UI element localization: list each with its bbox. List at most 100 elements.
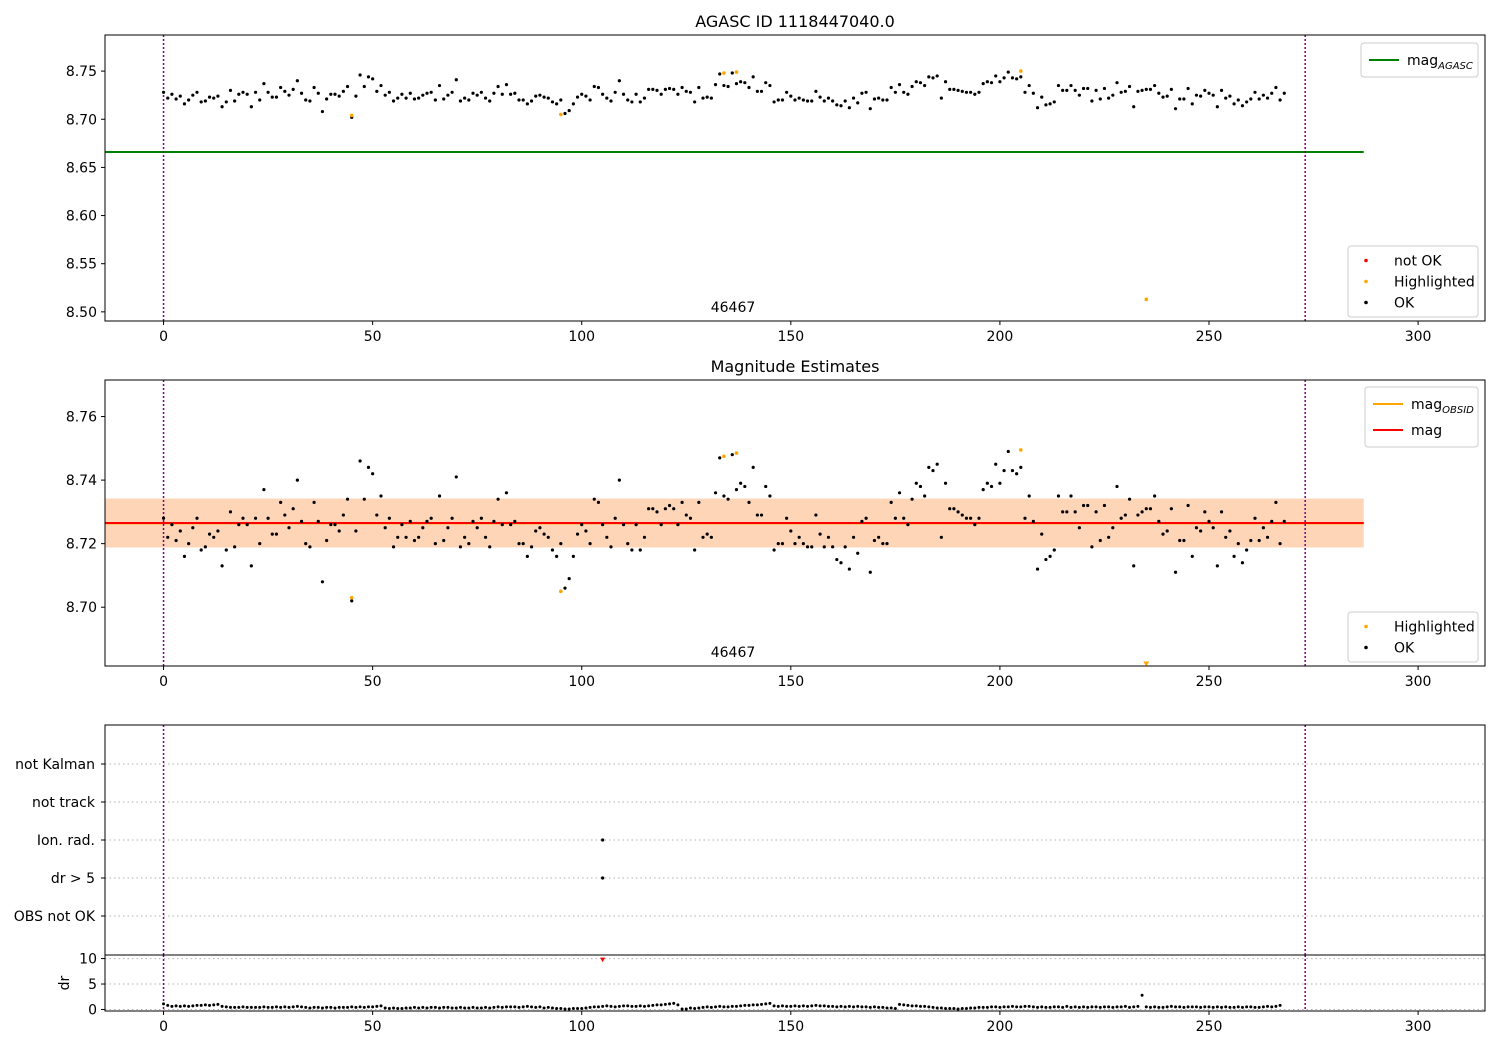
ok-point bbox=[237, 1005, 241, 1009]
ok-point bbox=[1035, 567, 1040, 571]
ok-point bbox=[831, 545, 835, 549]
ok-point bbox=[964, 516, 969, 520]
ok-point bbox=[329, 522, 333, 527]
ok-point bbox=[985, 80, 989, 84]
ok-point bbox=[697, 500, 701, 504]
ok-point bbox=[375, 513, 379, 517]
panel-agasc-title: AGASC ID 1118447040.0 bbox=[695, 12, 895, 31]
ok-point bbox=[567, 108, 571, 113]
ok-point bbox=[1203, 1005, 1207, 1009]
ok-point bbox=[1240, 561, 1245, 565]
ok-point bbox=[182, 554, 187, 558]
ok-point bbox=[981, 488, 985, 492]
ok-point bbox=[810, 99, 814, 103]
x-tick-label: 150 bbox=[777, 329, 804, 345]
ok-point bbox=[299, 91, 304, 95]
ok-point bbox=[943, 80, 948, 84]
panel-agasc-obsid-label: 46467 bbox=[711, 300, 756, 316]
ok-point bbox=[1081, 86, 1086, 91]
ok-point bbox=[555, 102, 559, 106]
ok-point bbox=[1224, 1005, 1228, 1009]
ok-point bbox=[693, 100, 697, 104]
ok-point bbox=[1040, 532, 1044, 536]
ok-point bbox=[1052, 1005, 1056, 1009]
ok-point bbox=[249, 1005, 253, 1009]
y-tick-label: 8.75 bbox=[66, 64, 97, 80]
ok-point bbox=[826, 535, 831, 539]
ok-point bbox=[918, 1004, 922, 1008]
ok-point bbox=[241, 1005, 245, 1009]
ok-point bbox=[174, 1004, 178, 1008]
ok-point bbox=[672, 1001, 676, 1005]
legend-upper-label: mag bbox=[1411, 423, 1442, 439]
ok-point bbox=[1010, 76, 1015, 80]
ok-point bbox=[191, 526, 195, 530]
ok-point bbox=[550, 1006, 554, 1010]
ok-point bbox=[751, 75, 755, 79]
ok-point bbox=[584, 1006, 588, 1010]
ok-point bbox=[375, 89, 379, 93]
ok-point bbox=[1107, 96, 1111, 100]
ok-point bbox=[764, 484, 768, 489]
ok-point bbox=[760, 1002, 764, 1006]
ok-point bbox=[1186, 503, 1190, 508]
ok-point bbox=[764, 81, 768, 85]
ok-point bbox=[438, 1006, 442, 1010]
ok-point bbox=[718, 1004, 722, 1008]
ok-point bbox=[166, 96, 170, 100]
ok-point bbox=[588, 1005, 592, 1009]
ok-point bbox=[877, 96, 881, 100]
ok-point bbox=[923, 1004, 927, 1008]
ok-point bbox=[1140, 88, 1144, 92]
x-tick-label: 100 bbox=[568, 674, 595, 690]
ok-point bbox=[642, 535, 647, 539]
ok-point bbox=[596, 1005, 600, 1009]
ok-point bbox=[676, 92, 680, 96]
ok-point bbox=[224, 1005, 228, 1009]
ok-point bbox=[162, 1002, 166, 1006]
ok-point bbox=[1224, 535, 1228, 539]
ok-point bbox=[1065, 88, 1069, 92]
ok-point bbox=[1207, 91, 1211, 95]
panel-dr-axes: 0 50 100 150 200 250 300 0 5 10 bbox=[79, 952, 1431, 1035]
ok-point bbox=[1069, 1005, 1073, 1009]
ok-point bbox=[885, 98, 889, 102]
ok-point bbox=[872, 97, 877, 101]
ok-point bbox=[935, 462, 939, 466]
ok-point bbox=[1199, 94, 1203, 98]
ok-point bbox=[626, 1004, 630, 1008]
ok-point bbox=[805, 99, 810, 103]
ok-point bbox=[634, 92, 638, 96]
ok-point bbox=[575, 532, 580, 536]
ok-point bbox=[663, 1002, 667, 1006]
ok-point bbox=[396, 1006, 400, 1010]
ok-point bbox=[1065, 510, 1069, 514]
ok-point bbox=[977, 90, 981, 94]
ok-point bbox=[701, 1005, 705, 1009]
ok-point bbox=[529, 545, 534, 549]
ok-point bbox=[559, 98, 563, 102]
ok-point bbox=[463, 1006, 467, 1010]
ok-point bbox=[1002, 1005, 1006, 1009]
ok-point bbox=[651, 1003, 655, 1007]
ok-point bbox=[492, 1005, 496, 1009]
ok-point bbox=[1199, 1005, 1203, 1009]
ok-point bbox=[923, 494, 927, 498]
ok-point bbox=[559, 1006, 563, 1010]
legend-lower-swatch-dot bbox=[1364, 624, 1368, 629]
x-tick-label: 150 bbox=[777, 1019, 804, 1035]
ok-point bbox=[659, 92, 663, 96]
ok-point bbox=[350, 599, 354, 603]
ok-point bbox=[488, 545, 492, 549]
ok-point bbox=[1153, 83, 1157, 88]
ok-point bbox=[208, 1003, 212, 1007]
ok-point bbox=[630, 548, 634, 552]
ok-point bbox=[442, 538, 446, 543]
ok-point bbox=[437, 494, 442, 498]
panel-mag-estimates-title: Magnitude Estimates bbox=[711, 357, 880, 376]
ok-point bbox=[1127, 497, 1132, 501]
ok-point bbox=[371, 472, 375, 476]
ok-point bbox=[496, 1005, 500, 1009]
ok-point bbox=[525, 1004, 529, 1008]
ok-point bbox=[914, 481, 918, 485]
